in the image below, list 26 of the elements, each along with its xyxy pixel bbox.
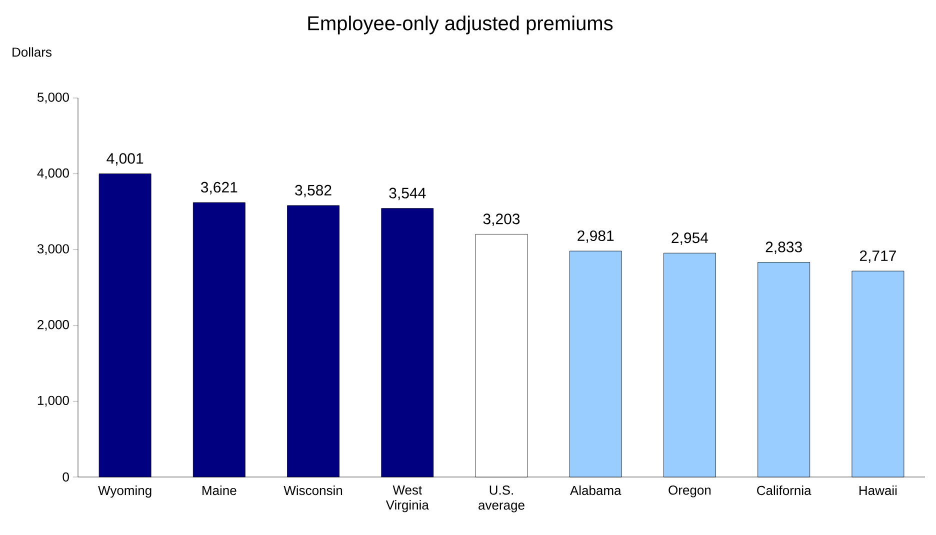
x-tick-label: Alabama [570,486,622,496]
y-tick-label: 2,000 [38,320,69,331]
y-tick-label: 0 [62,472,69,482]
data-label: 2,954 [672,232,708,245]
data-label: 3,544 [389,188,426,200]
x-tick-label: U.S. average [478,486,524,512]
x-tick-label: West Virginia [386,486,429,512]
data-label: 2,833 [766,242,802,254]
y-tick-label: 4,000 [37,168,69,180]
data-label: 3,621 [200,182,238,194]
y-tick-label: 5,000 [37,92,69,104]
data-label: 2,717 [860,250,896,263]
data-label: 3,203 [483,214,520,226]
x-tick-label: Hawaii [860,486,897,496]
x-tick-label: Maine [202,486,236,496]
x-tick-label: Wisconsin [284,486,342,496]
data-label: 3,582 [295,184,332,198]
y-tick-label: 1,000 [38,396,69,407]
y-tick-label: 3,000 [37,244,69,255]
chart-title: Employee-only adjusted premiums [308,16,613,34]
data-label: 4,001 [106,153,144,166]
y-axis-title: Dollars [12,47,52,57]
x-tick-label: Wyoming [98,486,152,498]
x-tick-label: Oregon [668,486,711,498]
x-tick-label: California [757,486,812,496]
data-label: 2,981 [578,230,614,243]
